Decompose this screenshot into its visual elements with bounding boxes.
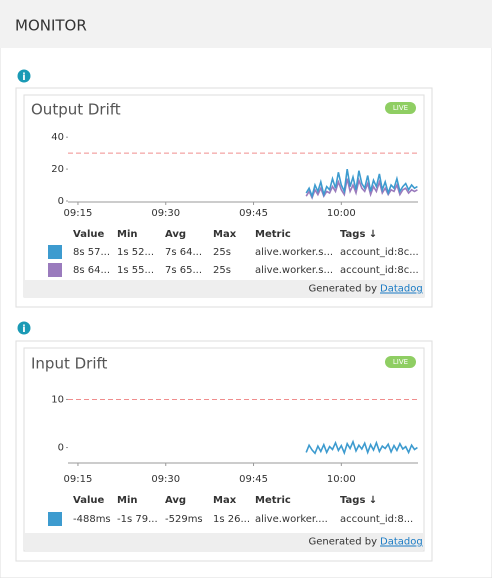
x-tick-label: 10:00 <box>327 474 356 485</box>
y-tick-label: 10 <box>51 394 64 405</box>
table-cell: 25s <box>213 247 231 258</box>
info-icon <box>17 321 31 335</box>
table-cell: 1s 52... <box>117 247 154 258</box>
graph-title: Input Drift <box>31 355 108 373</box>
info-icon-label: i <box>22 72 25 83</box>
table-cell: alive.worker.... <box>255 514 328 525</box>
x-tick-label: 09:45 <box>239 208 268 219</box>
table-cell: 1s 26... <box>213 514 250 525</box>
header-title: MONITOR <box>15 17 87 35</box>
table-cell: 7s 64... <box>165 247 202 258</box>
info-icon <box>17 69 31 83</box>
table-header: Avg <box>165 495 186 506</box>
table-cell: account_id:8c... <box>340 265 419 276</box>
footer-bar <box>24 280 424 297</box>
table-header: Min <box>117 229 138 240</box>
table-header: Avg <box>165 229 186 240</box>
live-badge <box>385 102 416 114</box>
table-cell: 25s <box>213 265 231 276</box>
table-header: Max <box>213 495 237 506</box>
x-tick-label: 09:45 <box>239 474 268 485</box>
x-tick-label: 09:15 <box>64 474 93 485</box>
live-badge-label: LIVE <box>393 104 408 112</box>
table-cell: alive.worker.s... <box>255 247 333 258</box>
footer-text: Generated by <box>309 284 378 295</box>
footer-text: Generated by <box>309 537 378 548</box>
y-tick-label: 20 <box>51 164 64 175</box>
live-badge <box>385 356 416 368</box>
table-header: Metric <box>255 229 291 240</box>
header-bar <box>0 0 492 48</box>
table-header: Tags ↓ <box>340 495 377 506</box>
series-line <box>305 177 418 200</box>
table-header: Min <box>117 495 138 506</box>
table-cell: -529ms <box>165 514 203 525</box>
graph-panel <box>23 94 425 298</box>
table-header: Value <box>73 229 104 240</box>
table-cell: -1s 79... <box>117 514 158 525</box>
legend-swatch <box>48 263 62 277</box>
series-line <box>305 439 418 456</box>
y-tick-label: 0 <box>58 443 64 454</box>
x-tick-label: 10:00 <box>327 208 356 219</box>
table-cell: account_id:8c... <box>340 247 419 258</box>
table-cell: alive.worker.s... <box>255 265 333 276</box>
table-cell: account_id:8... <box>340 514 413 525</box>
y-tick-label: 40 <box>51 132 64 143</box>
x-tick-label: 09:15 <box>64 208 93 219</box>
footer-link[interactable]: Datadog <box>380 537 423 548</box>
graph-title: Output Drift <box>31 101 121 119</box>
legend-swatch <box>48 512 62 526</box>
table-cell: 8s 64... <box>73 265 110 276</box>
footer-link[interactable]: Datadog <box>380 284 423 295</box>
table-header: Tags ↓ <box>340 229 377 240</box>
table-header: Metric <box>255 495 291 506</box>
legend-swatch <box>48 245 62 259</box>
table-cell: 1s 55... <box>117 265 154 276</box>
table-header: Value <box>73 495 104 506</box>
footer-bar <box>24 533 424 550</box>
series-line <box>305 168 418 199</box>
live-badge-label: LIVE <box>393 358 408 366</box>
y-tick-label: 0 <box>58 196 64 207</box>
table-cell: 8s 57... <box>73 247 110 258</box>
table-cell: 7s 65... <box>165 265 202 276</box>
table-cell: -488ms <box>73 514 111 525</box>
table-header: Max <box>213 229 237 240</box>
x-tick-label: 09:30 <box>151 208 180 219</box>
info-icon-label: i <box>22 324 25 335</box>
x-tick-label: 09:30 <box>151 474 180 485</box>
